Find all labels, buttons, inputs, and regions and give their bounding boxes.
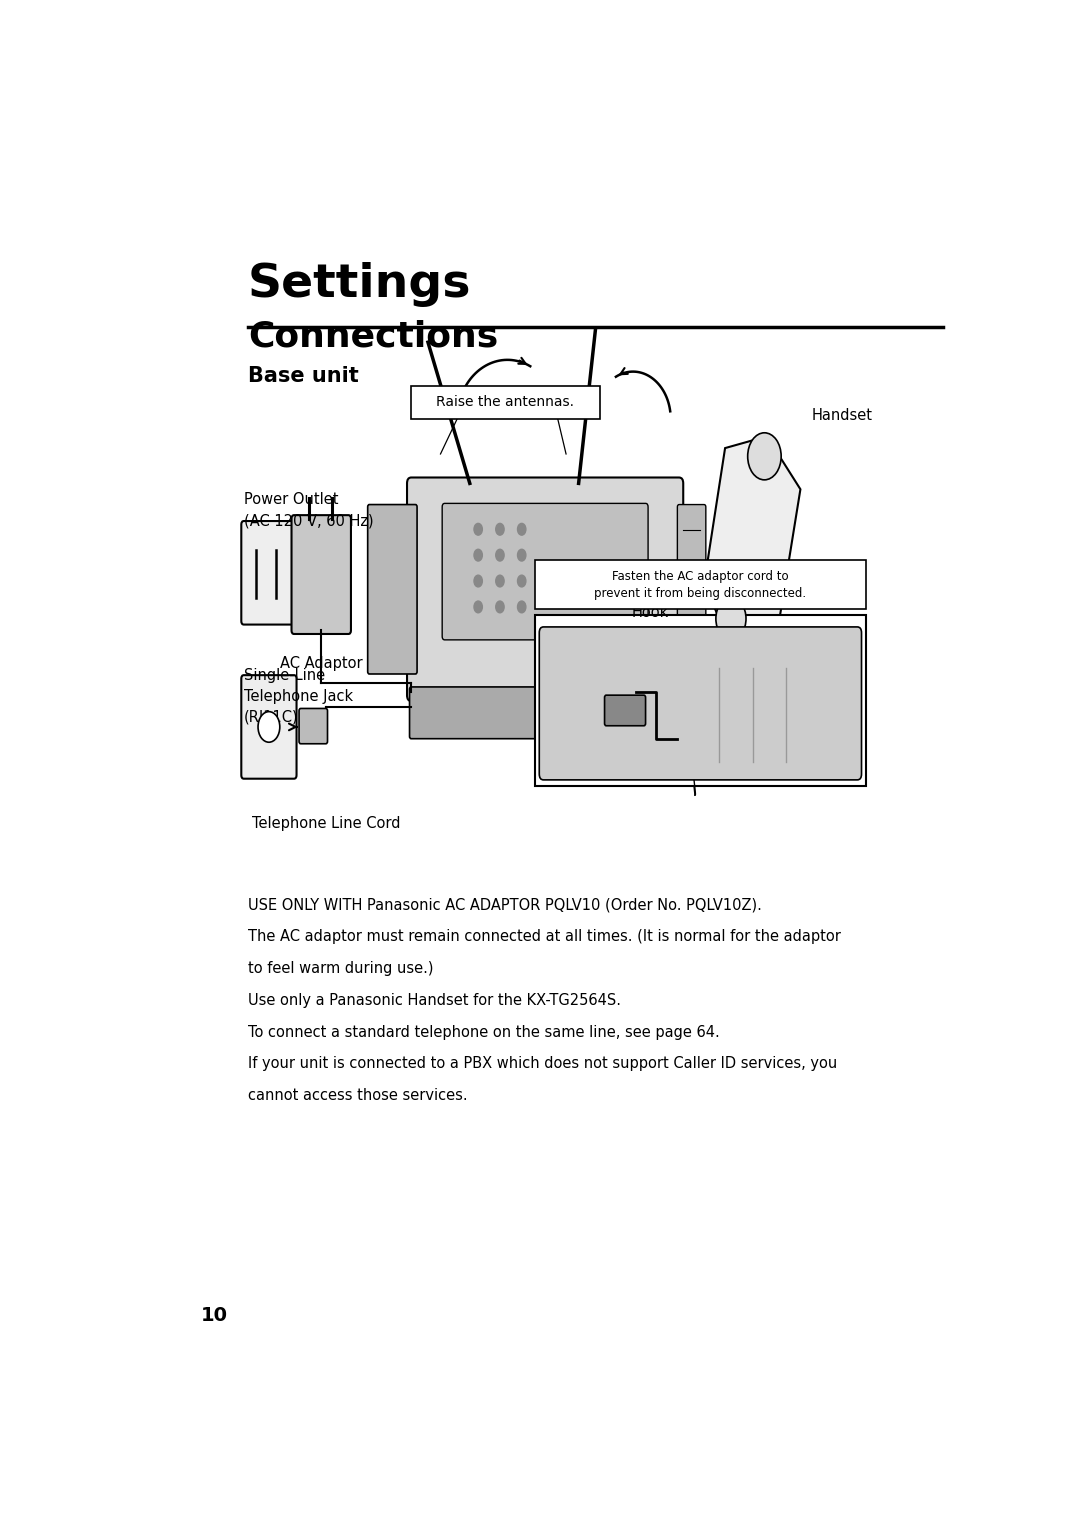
FancyBboxPatch shape: [411, 385, 599, 419]
Circle shape: [474, 601, 483, 613]
Text: Connections: Connections: [248, 319, 498, 354]
Circle shape: [474, 575, 483, 587]
FancyBboxPatch shape: [292, 515, 351, 634]
FancyBboxPatch shape: [407, 477, 684, 701]
Text: Use only a Panasonic Handset for the KX-TG2564S.: Use only a Panasonic Handset for the KX-…: [248, 993, 621, 1008]
FancyBboxPatch shape: [539, 626, 862, 779]
Text: Settings: Settings: [248, 261, 472, 307]
Circle shape: [496, 601, 504, 613]
Circle shape: [496, 549, 504, 561]
FancyBboxPatch shape: [677, 504, 706, 674]
Text: USE ONLY WITH Panasonic AC ADAPTOR PQLV10 (Order No. PQLV10Z).: USE ONLY WITH Panasonic AC ADAPTOR PQLV1…: [248, 897, 761, 912]
Text: Handset Cord: Handset Cord: [711, 596, 811, 611]
FancyBboxPatch shape: [535, 559, 866, 610]
Text: Base unit: Base unit: [248, 365, 359, 385]
Circle shape: [517, 549, 526, 561]
Text: Raise the antennas.: Raise the antennas.: [436, 396, 575, 410]
FancyBboxPatch shape: [535, 616, 866, 785]
Text: AC Adaptor: AC Adaptor: [280, 657, 362, 671]
Text: Handset: Handset: [811, 408, 873, 423]
Text: Power Outlet
(AC 120 V, 60 Hz): Power Outlet (AC 120 V, 60 Hz): [244, 492, 374, 529]
Text: 10: 10: [201, 1306, 228, 1325]
Text: To connect a standard telephone on the same line, see page 64.: To connect a standard telephone on the s…: [248, 1025, 719, 1039]
Polygon shape: [704, 437, 800, 642]
Circle shape: [496, 524, 504, 535]
Circle shape: [517, 524, 526, 535]
Text: Hook: Hook: [631, 605, 669, 620]
Text: cannot access those services.: cannot access those services.: [248, 1088, 468, 1103]
Circle shape: [517, 601, 526, 613]
Text: to feel warm during use.): to feel warm during use.): [248, 961, 433, 976]
FancyBboxPatch shape: [367, 504, 417, 674]
Circle shape: [747, 432, 781, 480]
Circle shape: [258, 712, 280, 743]
FancyBboxPatch shape: [409, 688, 680, 738]
FancyBboxPatch shape: [605, 695, 646, 726]
Circle shape: [716, 597, 746, 640]
FancyBboxPatch shape: [442, 503, 648, 640]
Text: Telephone Line Cord: Telephone Line Cord: [252, 816, 400, 831]
FancyBboxPatch shape: [241, 521, 297, 625]
Text: If your unit is connected to a PBX which does not support Caller ID services, yo: If your unit is connected to a PBX which…: [248, 1056, 837, 1071]
Text: Single-Line
Telephone Jack
(RJ11C): Single-Line Telephone Jack (RJ11C): [244, 668, 353, 726]
FancyBboxPatch shape: [299, 709, 327, 744]
Circle shape: [474, 524, 483, 535]
Circle shape: [496, 575, 504, 587]
FancyBboxPatch shape: [241, 675, 297, 779]
Circle shape: [474, 549, 483, 561]
Circle shape: [517, 575, 526, 587]
Text: Fasten the AC adaptor cord to
prevent it from being disconnected.: Fasten the AC adaptor cord to prevent it…: [594, 570, 807, 599]
Text: The AC adaptor must remain connected at all times. (It is normal for the adaptor: The AC adaptor must remain connected at …: [248, 929, 841, 944]
